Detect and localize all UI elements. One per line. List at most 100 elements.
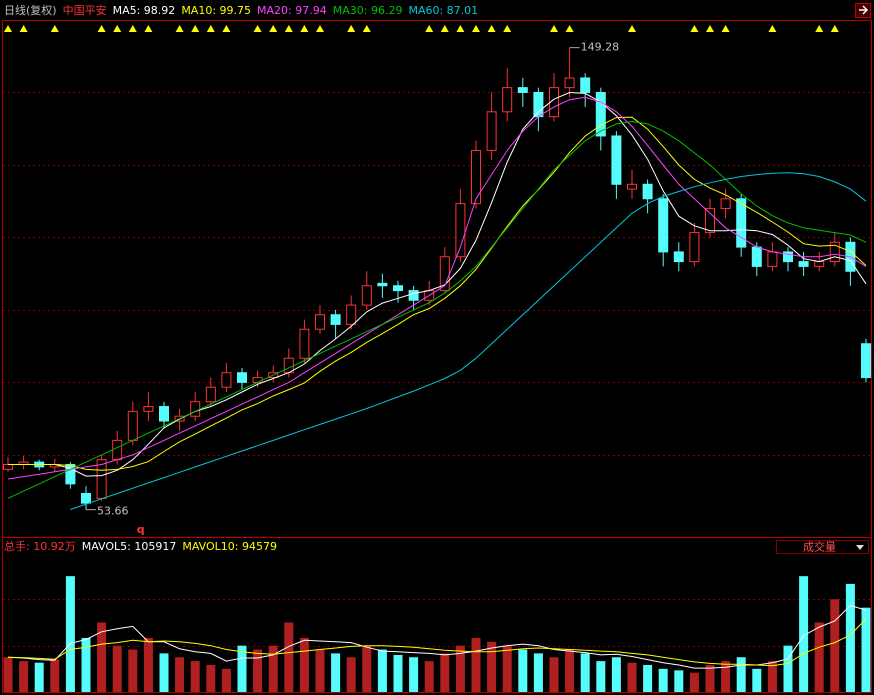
candle-body [533,91,544,118]
signal-marker [4,25,12,32]
volume-bar [346,657,356,692]
volume-bar [65,576,75,692]
volume-bar [845,583,855,692]
volume-bar [502,645,512,692]
volume-bar [377,649,387,692]
volume-bar [549,657,559,692]
volume-bar [268,645,278,692]
candle-body [205,386,216,403]
volume-bar [767,661,777,692]
candle-body [112,439,123,461]
signal-marker [175,25,184,32]
signal-marker [440,25,449,32]
volume-bar [424,661,434,692]
candle-body [299,328,310,359]
volume-bar [518,649,528,692]
signal-marker [19,25,28,32]
volume-bar [284,622,294,692]
candle-body [361,285,372,306]
volume-bar [611,657,621,692]
signal-marker [128,25,137,32]
candle-body [549,87,559,118]
candle-body [455,203,466,258]
legend-label: MA10: 99.75 [181,4,251,17]
ma-line [7,120,867,499]
volume-bar [315,649,325,692]
min-label: 53.66 [97,505,129,518]
legend-label: MAVOL5: 105917 [82,540,177,553]
candle-body [159,406,169,422]
candle-body [658,198,669,253]
candle-body [143,406,154,412]
signal-marker [487,25,496,32]
volume-bar [112,645,122,692]
signal-marker [456,25,465,32]
candle-body [221,372,232,388]
candle-body [252,377,263,383]
candle-body [720,198,731,209]
signal-marker [253,25,262,32]
candle-body [330,314,341,325]
signal-marker [300,25,309,32]
volume-bar [34,662,44,692]
legend-label: 总手: 10.92万 [4,539,76,553]
volume-bar [175,657,185,692]
candle-body [673,251,684,263]
legend-label: MA30: 96.29 [333,4,403,17]
close-button[interactable] [855,3,871,18]
volume-bar [596,661,606,692]
signal-marker [550,25,558,32]
candle-body [190,401,201,417]
ma-line [8,91,867,477]
candle-body [3,464,13,470]
legend-label: MA20: 97.94 [257,4,327,17]
signal-marker [472,25,480,32]
signal-marker [706,25,714,32]
ma-line [7,618,867,667]
signal-marker [316,25,324,32]
ma-line [7,96,867,480]
volume-bar [221,668,231,692]
candle-body [127,410,138,441]
volume-bar [50,659,60,692]
signal-marker [768,25,777,32]
volume-bar [237,645,247,692]
ma-line [8,116,867,471]
dropdown[interactable]: 成交量 [776,540,869,554]
volume-bar [533,653,543,692]
volume-bar [471,637,481,692]
volume-bar [752,668,762,692]
signal-marker [113,25,122,32]
volume-bar [814,622,824,692]
legend-label: MAVOL10: 94579 [182,540,277,553]
volume-bar [299,637,309,692]
volume-bar [159,653,169,692]
volume-bar [799,576,809,692]
candle-body [393,285,403,292]
dropdown-arrow[interactable] [856,545,864,550]
candle-body [736,198,747,248]
candle-body [502,87,513,113]
volume-bar [643,664,653,692]
signal-marker [628,25,636,32]
button-icon[interactable] [859,5,869,15]
candle-body [705,207,715,234]
candle-body [783,251,793,263]
indicator-name[interactable]: 成交量 [803,540,836,554]
signal-marker [815,25,824,32]
max-label: 149.28 [581,41,620,54]
candle-body [829,241,840,263]
dropdown-box[interactable] [776,540,869,554]
ma-line [70,172,867,510]
legend-label: 日线(复权) [4,3,57,17]
signal-marker [191,25,200,32]
volume-bar [830,599,840,692]
candle-body [408,290,419,301]
signal-marker [222,25,231,32]
volume-bar [455,645,465,692]
volume-bar [861,607,871,692]
volume-bar [674,670,684,692]
signal-marker [347,25,356,32]
